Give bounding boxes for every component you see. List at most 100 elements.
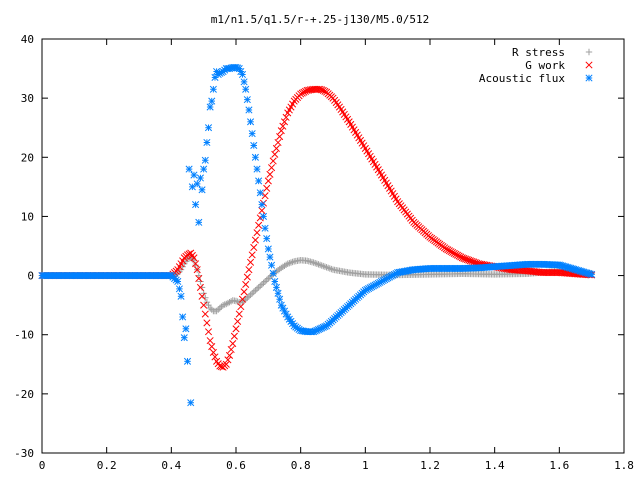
data-point bbox=[256, 189, 264, 197]
data-point bbox=[444, 246, 452, 254]
legend-label: R stress bbox=[512, 46, 565, 59]
data-point bbox=[246, 118, 255, 126]
data-point bbox=[247, 291, 254, 298]
legend-label: G work bbox=[525, 59, 565, 72]
data-point bbox=[244, 294, 251, 301]
data-point bbox=[312, 259, 319, 267]
data-point bbox=[271, 150, 279, 158]
data-point bbox=[313, 260, 321, 267]
data-point bbox=[208, 97, 216, 105]
data-point bbox=[234, 317, 242, 325]
data-point bbox=[221, 301, 228, 308]
data-point bbox=[190, 254, 198, 262]
data-point bbox=[245, 293, 253, 300]
data-point bbox=[261, 278, 269, 285]
data-point bbox=[263, 184, 271, 192]
data-point bbox=[248, 251, 256, 259]
x-tick-label: 0.4 bbox=[161, 459, 181, 472]
data-point bbox=[243, 273, 251, 281]
data-point bbox=[271, 277, 279, 286]
data-point bbox=[190, 257, 198, 264]
data-point bbox=[277, 127, 285, 135]
data-point bbox=[258, 206, 266, 215]
data-point bbox=[190, 171, 198, 179]
data-point bbox=[276, 265, 283, 273]
data-point bbox=[286, 259, 293, 267]
legend-marker bbox=[585, 61, 593, 69]
data-point bbox=[229, 340, 237, 348]
series-acoustic-flux bbox=[38, 63, 596, 407]
data-point bbox=[180, 334, 188, 342]
data-point bbox=[279, 263, 287, 271]
data-point bbox=[232, 297, 240, 305]
data-point bbox=[320, 262, 327, 270]
data-point bbox=[265, 275, 272, 282]
data-point bbox=[323, 264, 330, 271]
data-point bbox=[200, 165, 208, 173]
x-tick-label: 1.4 bbox=[485, 459, 505, 472]
data-point bbox=[264, 245, 272, 253]
data-point bbox=[246, 258, 255, 266]
data-point bbox=[216, 304, 224, 312]
y-tick-label: -30 bbox=[14, 447, 34, 460]
chart-title: m1/n1.5/q1.5/r-+.25-j130/M5.0/512 bbox=[211, 13, 430, 26]
data-point bbox=[227, 345, 235, 354]
data-point bbox=[204, 328, 213, 336]
data-point bbox=[276, 133, 284, 141]
data-point bbox=[223, 300, 230, 308]
x-tick-label: 0.6 bbox=[226, 459, 246, 472]
data-point bbox=[280, 118, 289, 126]
data-point bbox=[259, 212, 268, 220]
data-point bbox=[297, 90, 305, 98]
data-point bbox=[230, 332, 238, 340]
data-point bbox=[174, 277, 182, 286]
data-point bbox=[453, 251, 462, 259]
data-point bbox=[218, 303, 225, 310]
data-point bbox=[192, 201, 200, 209]
data-point bbox=[324, 264, 332, 272]
data-point bbox=[318, 262, 325, 269]
data-point bbox=[182, 325, 190, 333]
data-point bbox=[250, 141, 258, 150]
data-point bbox=[245, 106, 253, 114]
data-point bbox=[203, 319, 211, 327]
data-point bbox=[243, 96, 251, 104]
data-point bbox=[245, 266, 253, 274]
data-point bbox=[250, 288, 257, 296]
data-point bbox=[310, 259, 317, 266]
data-point bbox=[200, 301, 208, 309]
data-point bbox=[248, 290, 256, 297]
data-point bbox=[198, 292, 206, 300]
data-point bbox=[225, 351, 234, 359]
data-point bbox=[300, 88, 308, 96]
x-tick-label: 0.8 bbox=[291, 459, 311, 472]
data-point bbox=[196, 174, 204, 182]
data-point bbox=[198, 186, 206, 194]
data-point bbox=[209, 85, 217, 93]
data-point bbox=[177, 292, 185, 300]
data-point bbox=[272, 283, 280, 291]
data-point bbox=[206, 103, 214, 111]
data-point bbox=[206, 337, 214, 345]
data-point bbox=[257, 282, 264, 290]
data-point bbox=[208, 342, 216, 351]
plot-frame bbox=[41, 38, 625, 454]
data-point bbox=[252, 287, 259, 294]
data-point bbox=[204, 124, 213, 132]
data-point bbox=[289, 258, 296, 266]
data-point bbox=[242, 296, 249, 303]
x-tick-label: 1.8 bbox=[614, 459, 634, 472]
data-point bbox=[215, 306, 222, 313]
data-point bbox=[261, 224, 269, 232]
data-point bbox=[281, 262, 288, 270]
data-point bbox=[224, 299, 232, 307]
x-tick-label: 1.2 bbox=[420, 459, 440, 472]
data-point bbox=[195, 274, 203, 283]
data-point bbox=[208, 306, 215, 313]
data-point bbox=[276, 295, 284, 303]
data-point bbox=[316, 261, 324, 269]
data-point bbox=[253, 285, 261, 293]
data-point bbox=[326, 265, 333, 272]
x-tick-label: 1 bbox=[362, 459, 369, 472]
data-point bbox=[192, 260, 200, 268]
